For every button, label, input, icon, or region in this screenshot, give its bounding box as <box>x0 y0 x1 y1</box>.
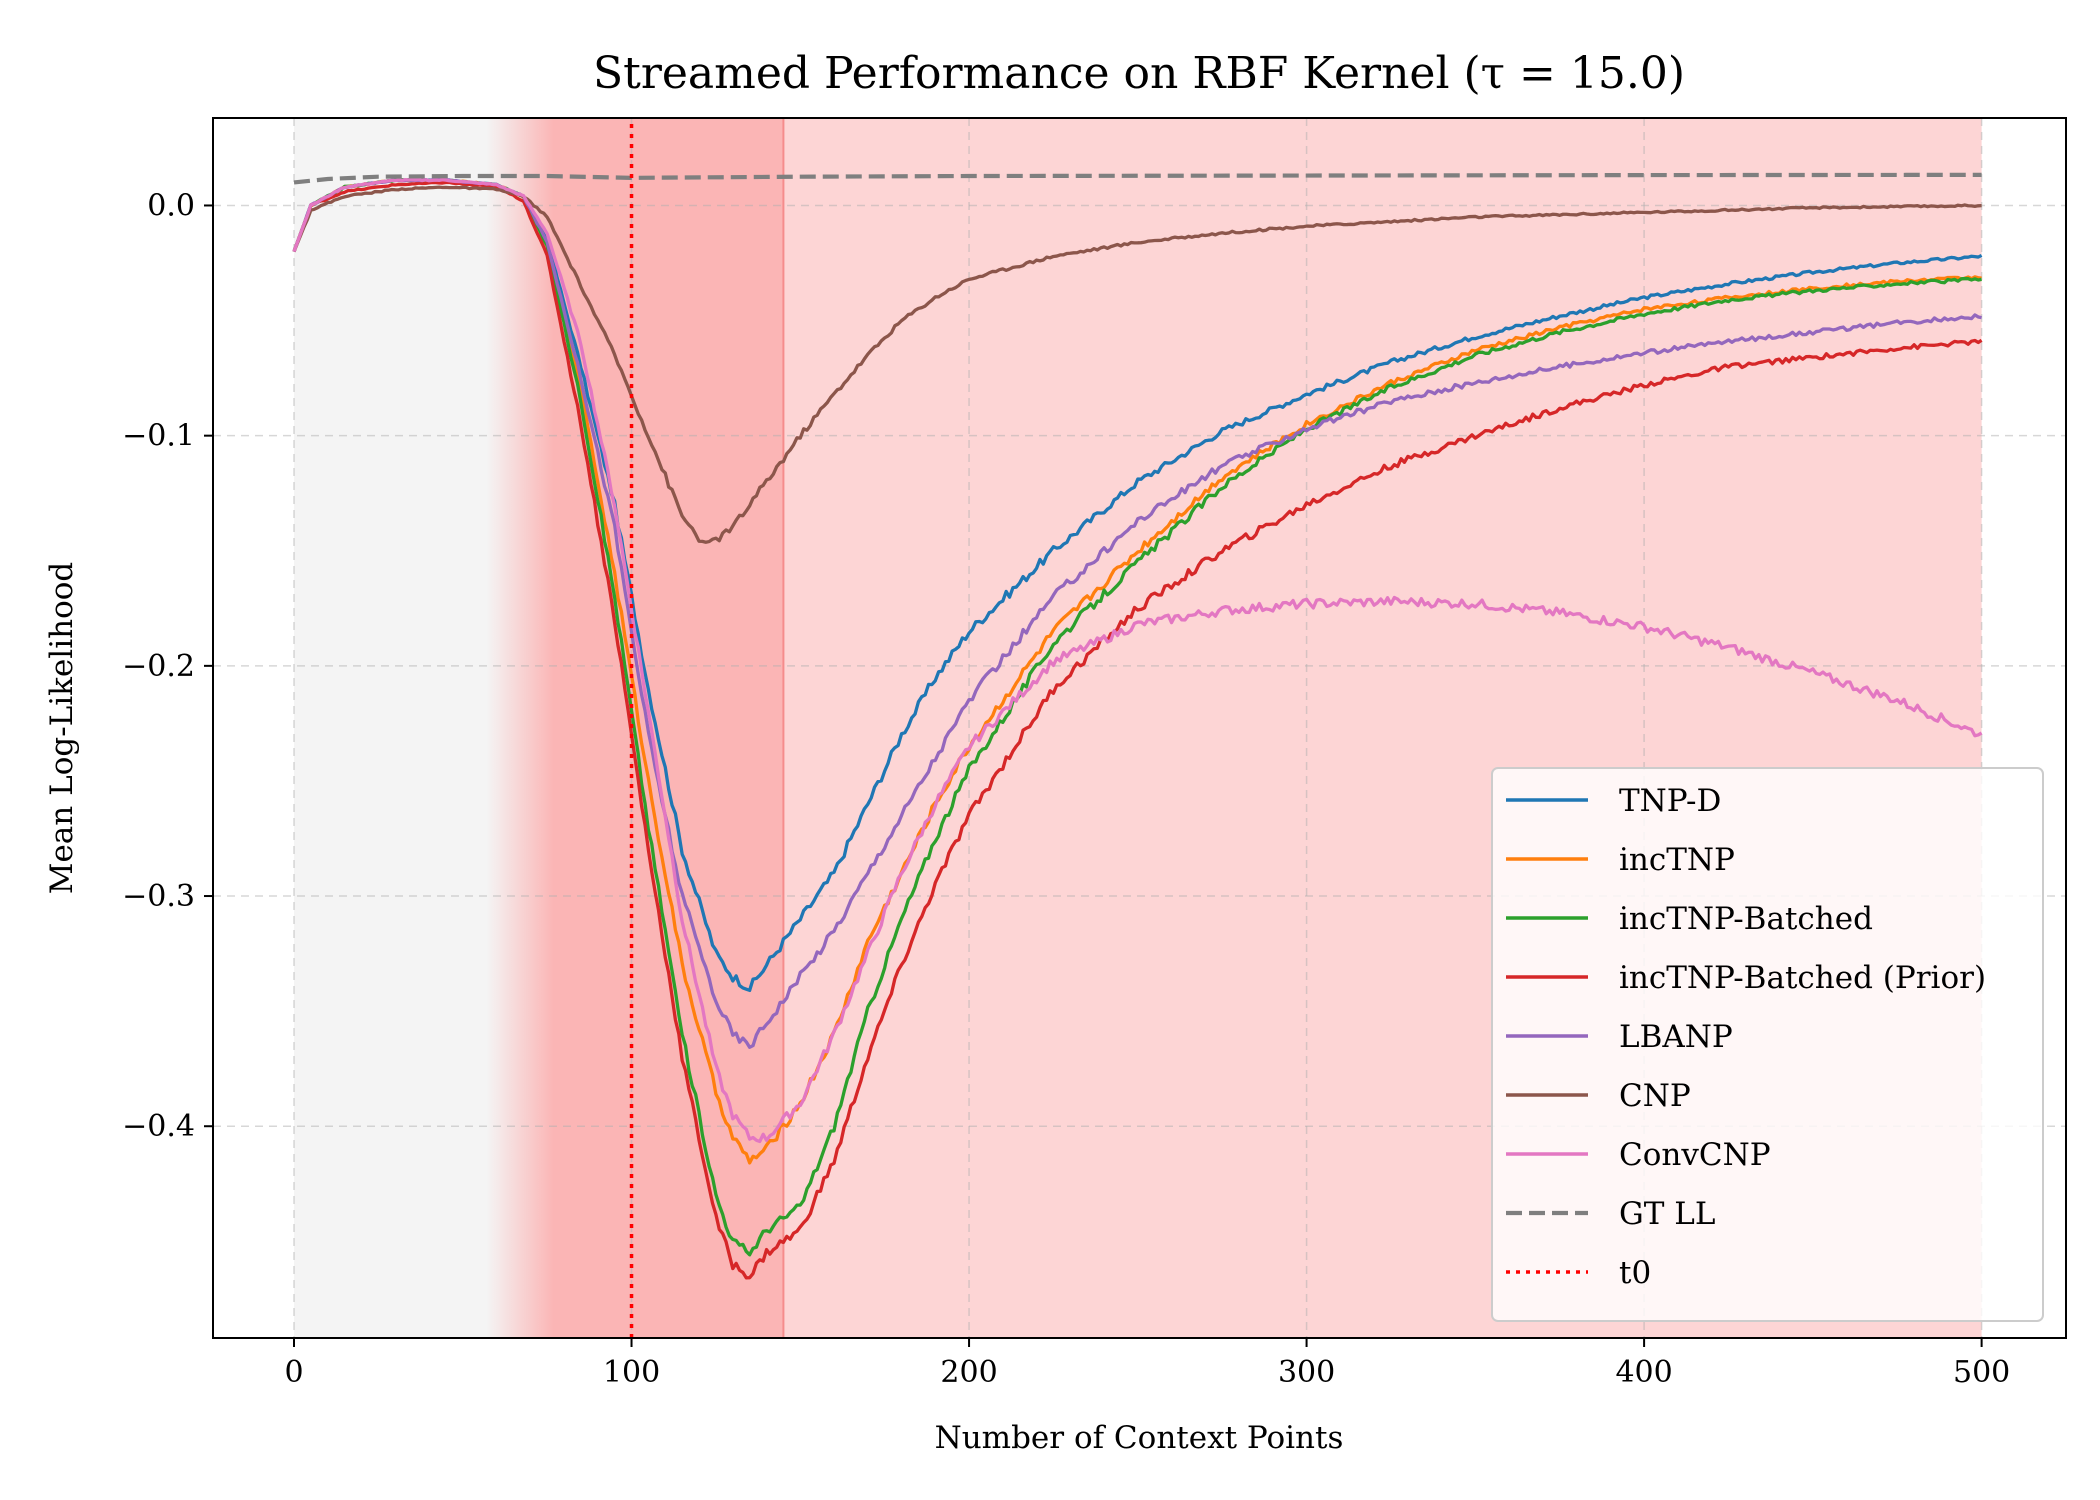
plot-frame <box>212 117 2067 1339</box>
series-line-convcnp <box>292 177 1983 1144</box>
y-tick-label: −0.4 <box>122 1109 195 1144</box>
shaded-region-shift <box>547 118 784 1338</box>
legend-box <box>1491 767 2044 1322</box>
series-line-inctnp-batched <box>292 177 1982 1257</box>
legend-label-lbanp: LBANP <box>1619 1019 1733 1055</box>
legend: TNP-D incTNP incTNP-Batched incTNP-Batched … <box>1491 767 2044 1322</box>
x-axis-ticks: 0 100 200 300 400 500 <box>284 1338 2010 1390</box>
x-tick-label: 500 <box>1953 1355 2010 1390</box>
legend-label-inctnp-batched-prior: incTNP-Batched (Prior) <box>1619 960 1986 996</box>
shaded-region-transition <box>486 118 554 1338</box>
y-tick-label: −0.3 <box>122 879 195 914</box>
chart-title: Streamed Performance on RBF Kernel (τ = … <box>593 48 1685 99</box>
x-tick-label: 0 <box>284 1355 303 1390</box>
x-axis-label: Number of Context Points <box>935 1420 1344 1456</box>
y-tick-label: 0.0 <box>147 188 195 223</box>
series-lines <box>292 118 1983 1338</box>
x-tick-label: 300 <box>1278 1355 1335 1390</box>
legend-label-tnp-d: TNP-D <box>1619 783 1721 819</box>
legend-label-inctnp-batched: incTNP-Batched <box>1619 901 1873 937</box>
x-tick-label: 400 <box>1615 1355 1672 1390</box>
y-axis-label: Mean Log-Likelihood <box>44 562 80 895</box>
legend-label-t0: t0 <box>1619 1255 1651 1291</box>
legend-label-gt-ll: GT LL <box>1619 1196 1715 1232</box>
legend-label-cnp: CNP <box>1619 1078 1691 1114</box>
legend-label-convcnp: ConvCNP <box>1619 1137 1771 1173</box>
series-line-lbanp <box>292 177 1982 1049</box>
x-tick-label: 200 <box>940 1355 997 1390</box>
x-tick-label: 100 <box>603 1355 660 1390</box>
y-tick-label: −0.1 <box>122 419 195 454</box>
series-line-tnp-d <box>292 177 1983 993</box>
legend-label-inctnp: incTNP <box>1619 842 1735 878</box>
y-tick-label: −0.2 <box>122 649 195 684</box>
series-line-inctnp-batched-prior <box>292 180 1983 1280</box>
series-line-cnp <box>292 185 1982 544</box>
y-axis-ticks: 0.0 −0.1 −0.2 −0.3 −0.4 <box>122 188 213 1144</box>
